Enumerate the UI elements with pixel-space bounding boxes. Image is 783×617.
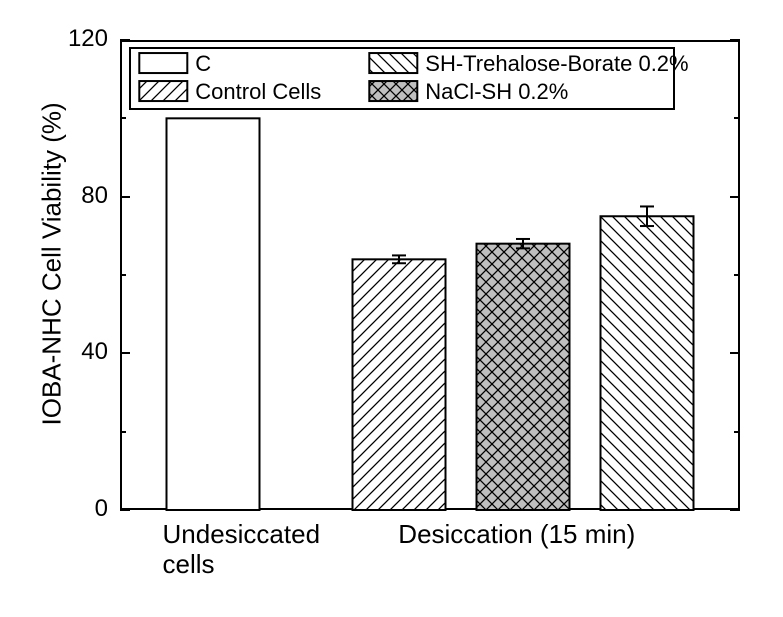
legend-swatch-layer — [0, 0, 783, 617]
legend-label-control: Control Cells — [195, 79, 321, 105]
legend-swatch-control — [139, 81, 187, 101]
legend-label-c: C — [195, 51, 211, 77]
legend-label-nacl: NaCl-SH 0.2% — [425, 79, 568, 105]
legend-swatch-nacl — [369, 81, 417, 101]
chart-container: IOBA-NHC Cell Viability (%) 04080120Unde… — [0, 0, 783, 617]
legend-swatch-trehalose — [369, 53, 417, 73]
legend-swatch-c — [139, 53, 187, 73]
legend-label-trehalose: SH-Trehalose-Borate 0.2% — [425, 51, 688, 77]
